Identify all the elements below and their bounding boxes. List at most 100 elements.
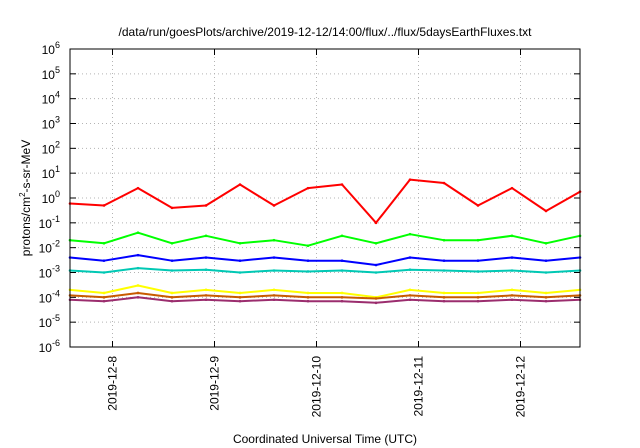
data-point <box>510 298 514 302</box>
data-point <box>476 270 480 273</box>
y-tick-label: 10-5 <box>39 313 60 330</box>
data-point <box>306 291 310 295</box>
series-line <box>69 267 581 274</box>
series-line <box>69 231 581 247</box>
data-point <box>204 294 208 297</box>
y-tick-label: 101 <box>42 164 60 181</box>
data-point <box>374 271 378 274</box>
data-point <box>544 241 548 245</box>
data-point <box>102 204 106 207</box>
y-axis-label-base: protons/cm <box>19 197 33 256</box>
y-tick-label-exponent: 4 <box>55 90 60 100</box>
data-point <box>306 186 310 190</box>
data-point <box>510 234 514 238</box>
data-point <box>102 241 106 245</box>
data-point <box>374 301 378 305</box>
data-point <box>306 270 310 273</box>
y-tick-label-base: 10 <box>42 192 56 206</box>
data-point <box>374 221 378 225</box>
y-tick-label-exponent: 5 <box>55 65 60 75</box>
data-point <box>306 296 310 299</box>
y-tick-label: 10-2 <box>39 239 60 256</box>
data-point <box>272 294 276 297</box>
y-tick-label: 104 <box>42 90 60 107</box>
data-point <box>476 296 480 299</box>
data-point <box>442 269 446 272</box>
data-point <box>170 259 174 262</box>
y-tick-label-exponent: -5 <box>52 313 60 323</box>
data-point <box>204 256 208 259</box>
data-point <box>102 259 106 262</box>
y-tick-label-base: 10 <box>39 316 53 330</box>
data-point <box>544 271 548 274</box>
axis-ticks <box>70 48 580 348</box>
data-point <box>170 206 174 210</box>
data-point <box>238 299 242 303</box>
y-tick-label-base: 10 <box>42 167 56 181</box>
y-tick-label-base: 10 <box>42 142 56 156</box>
y-tick-label-base: 10 <box>39 217 53 231</box>
data-point <box>306 299 310 303</box>
x-tick-labels: 2019-12-8 2019-12-9 2019-12-10 2019-12-11 20… <box>106 356 528 418</box>
data-point <box>238 291 242 295</box>
grid-lines <box>70 49 580 347</box>
y-tick-label-base: 10 <box>39 291 53 305</box>
data-point <box>340 296 344 299</box>
y-tick-label-base: 10 <box>42 93 56 107</box>
data-point <box>170 291 174 295</box>
chart-title: /data/run/goesPlots/archive/2019-12-12/1… <box>119 25 533 39</box>
y-tick-label-exponent: 0 <box>55 189 60 199</box>
y-tick-label: 105 <box>42 65 60 82</box>
data-point <box>170 296 174 299</box>
y-tick-label-base: 10 <box>42 68 56 82</box>
data-point <box>408 288 412 292</box>
data-point <box>170 299 174 303</box>
data-point <box>204 234 208 238</box>
data-point <box>136 266 140 270</box>
data-point <box>510 269 514 272</box>
data-point <box>408 294 412 297</box>
y-tick-label: 102 <box>42 139 60 156</box>
data-point <box>272 204 276 207</box>
y-tick-label-exponent: -2 <box>52 239 60 249</box>
x-axis-label: Coordinated Universal Time (UTC) <box>233 432 417 446</box>
data-point <box>136 284 140 287</box>
data-point <box>544 209 548 213</box>
data-point <box>102 291 106 295</box>
series-line <box>69 254 581 266</box>
data-point <box>476 259 480 262</box>
y-tick-label: 100 <box>42 189 60 206</box>
data-point <box>544 299 548 303</box>
data-point <box>272 256 276 259</box>
y-tick-label-exponent: -4 <box>52 288 60 298</box>
data-point <box>340 183 344 186</box>
data-point <box>408 256 412 259</box>
data-point <box>136 253 140 257</box>
series-line <box>69 292 581 300</box>
y-tick-label-exponent: -6 <box>52 338 60 348</box>
y-tick-label-base: 10 <box>39 267 53 281</box>
data-point <box>102 296 106 299</box>
data-point <box>442 259 446 262</box>
data-point <box>102 299 106 303</box>
data-point <box>136 186 140 190</box>
y-tick-label: 10-1 <box>39 214 60 231</box>
data-point <box>272 288 276 292</box>
series-layer <box>68 178 582 305</box>
data-point <box>306 244 310 248</box>
data-point <box>204 298 208 302</box>
data-point <box>374 241 378 245</box>
x-tick-label: 2019-12-8 <box>106 356 120 411</box>
y-tick-label-base: 10 <box>42 43 56 57</box>
data-point <box>272 269 276 272</box>
data-point <box>544 259 548 262</box>
data-point <box>272 298 276 302</box>
data-point <box>510 186 514 190</box>
data-point <box>204 288 208 292</box>
data-point <box>476 299 480 303</box>
data-point <box>408 178 412 181</box>
data-point <box>442 181 446 185</box>
y-tick-label-exponent: 3 <box>55 115 60 125</box>
data-point <box>374 263 378 267</box>
